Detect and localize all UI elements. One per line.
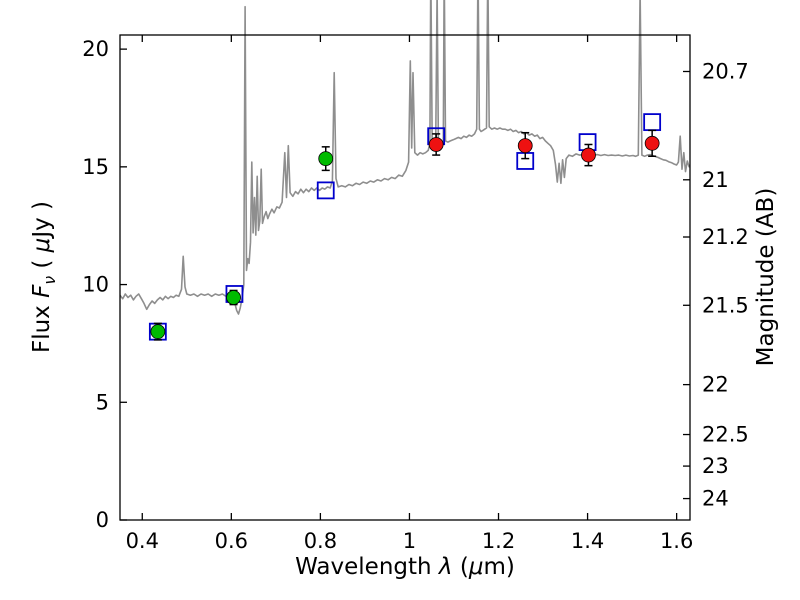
flux-tick-label: 5 xyxy=(96,390,109,414)
model-photometry-square xyxy=(578,133,597,152)
lambda-symbol: λ xyxy=(438,554,453,580)
x-tick-label: 1.6 xyxy=(660,529,693,553)
y-axis-label: Flux Fν ( μJy ) xyxy=(29,200,59,354)
photometry-point xyxy=(226,290,241,305)
plot-area xyxy=(120,0,690,341)
flux-tick-label: 15 xyxy=(82,155,109,179)
flux-tick-label: 20 xyxy=(82,37,109,61)
magnitude-tick-label: 22 xyxy=(702,373,729,397)
flux-tick-label: 0 xyxy=(96,508,109,532)
magnitude-axis-label: Magnitude (AB) xyxy=(753,188,779,367)
mu-symbol: μ xyxy=(468,554,484,580)
flux-symbol: F xyxy=(29,284,56,298)
magnitude-tick-label: 23 xyxy=(702,454,729,478)
magnitude-tick-label: 20.7 xyxy=(702,59,749,83)
magnitude-tick-label: 21.2 xyxy=(702,225,749,249)
photometry-point xyxy=(318,151,334,167)
x-tick-label: 0.8 xyxy=(304,529,337,553)
mu-symbol: μ xyxy=(29,237,56,253)
x-tick-label: 1 xyxy=(403,529,416,553)
x-tick-label: 0.4 xyxy=(126,529,159,553)
magnitude-tick-label: 21.5 xyxy=(702,293,749,317)
photometry-point xyxy=(150,324,166,340)
x-tick-label: 1.4 xyxy=(571,529,604,553)
model-photometry-square xyxy=(643,113,662,132)
flux-tick-label: 10 xyxy=(82,273,109,297)
x-tick-label: 1.2 xyxy=(482,529,515,553)
magnitude-tick-label: 24 xyxy=(702,487,729,511)
axes-frame xyxy=(119,34,691,521)
model-photometry-square xyxy=(316,181,335,200)
photometry-point xyxy=(517,138,533,154)
y-axis-label-text: Flux xyxy=(29,297,56,354)
nu-subscript: ν xyxy=(39,275,59,285)
photometry-point xyxy=(428,137,444,152)
photometry-point xyxy=(581,147,596,163)
magnitude-tick-label: 22.5 xyxy=(702,423,749,447)
magnitude-axis-label-text: Magnitude (AB) xyxy=(753,187,779,367)
x-axis-label-text: Wavelength xyxy=(295,554,439,580)
spectrum-line xyxy=(120,0,690,315)
x-tick-label: 0.6 xyxy=(215,529,248,553)
photometry-point xyxy=(644,135,660,151)
magnitude-tick-label: 21 xyxy=(702,168,729,192)
x-axis-label: Wavelength λ (μm) xyxy=(295,554,515,580)
